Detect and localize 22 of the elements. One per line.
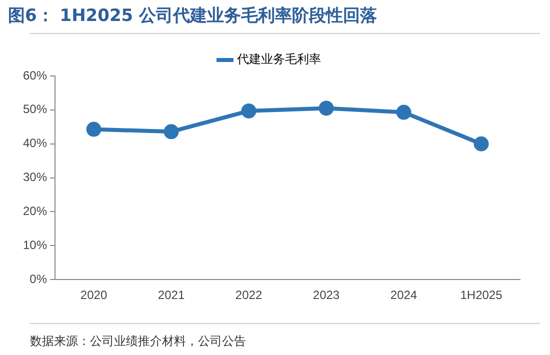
- y-tick-label: 60%: [22, 68, 48, 82]
- x-tick-label: 2023: [312, 288, 340, 302]
- x-tick-label: 2024: [390, 288, 418, 302]
- point: [318, 100, 334, 116]
- y-tick-label: 40%: [22, 136, 48, 150]
- y-tick-label: 50%: [22, 102, 48, 116]
- x-tick-label: 2021: [158, 288, 185, 302]
- y-tick-label: 0%: [30, 272, 48, 286]
- y-tick-label: 20%: [22, 204, 48, 218]
- x-tick-label: 1H2025: [460, 288, 503, 302]
- point: [396, 104, 412, 120]
- point: [474, 136, 489, 152]
- x-tick-label: 2020: [80, 288, 108, 302]
- point: [164, 124, 179, 140]
- x-tick-label: 2022: [235, 288, 262, 302]
- point: [241, 103, 256, 118]
- source-note: 数据来源：公司业绩推介材料，公司公告: [30, 333, 246, 350]
- y-tick-label: 10%: [22, 238, 48, 252]
- point: [86, 122, 102, 137]
- y-tick-label: 30%: [22, 170, 48, 184]
- chart-title: 图6： 1H2025 公司代建业务毛利率阶段性回落: [8, 5, 378, 27]
- legend-label: 代建业务毛利率: [236, 52, 321, 66]
